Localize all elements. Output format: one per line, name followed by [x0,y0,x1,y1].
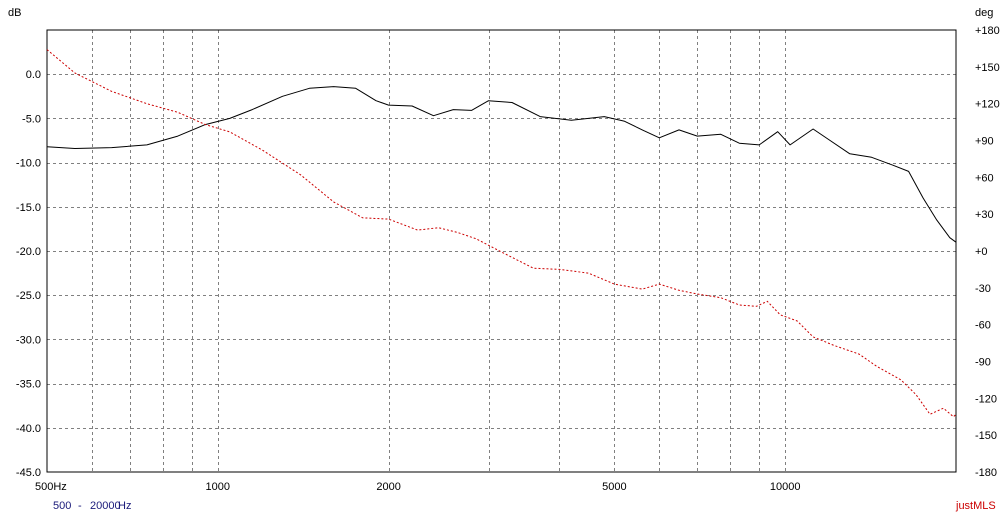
y-left-tick-label: -40.0 [16,423,41,435]
y-left-tick-label: -30.0 [16,334,41,346]
series-layer [46,49,957,418]
y-right-tick-label: +180 [975,25,1000,37]
y-left-tick-label: -35.0 [16,379,41,391]
y-right-tick-label: -180 [975,467,997,479]
y-right-tick-label: +60 [975,172,994,184]
x-tick-label: 5000 [602,481,626,493]
y-right-tick-label: -30 [975,283,991,295]
y-left-tick-label: -15.0 [16,202,41,214]
phase-curve [46,49,957,418]
y-left-tick-label: -20.0 [16,246,41,258]
range-separator: - [78,500,82,512]
frequency-range-readout: 500 - 20000 Hz [53,500,131,512]
grid [47,30,956,472]
magnitude-curve [46,86,957,243]
y-right-tick-label: +0 [975,246,988,258]
y-right-tick-label: +90 [975,136,994,148]
y-right-tick-label: +150 [975,62,1000,74]
plot-frame [46,29,957,473]
brand-label: justMLS [955,500,996,512]
left-axis-label: dB [8,7,21,19]
x-tick-label: 500Hz [35,481,67,493]
right-axis-label: deg [975,7,993,19]
y-right-tick-label: -150 [975,430,997,442]
labels-layer: 0.0 -5.0 -10.0 -15.0 -20.0 -25.0 -30.0 -35.0 -40… [16,25,1000,493]
y-left-tick-label: 0.0 [26,69,41,81]
x-tick-label: 2000 [376,481,400,493]
y-right-tick-label: -90 [975,357,991,369]
x-tick-label: 10000 [770,481,801,493]
y-right-tick-label: +30 [975,209,994,221]
range-to: 20000 [90,500,121,512]
y-left-tick-label: -45.0 [16,467,41,479]
y-left-tick-label: -10.0 [16,158,41,170]
y-right-tick-label: +120 [975,99,1000,111]
y-right-tick-label: -60 [975,320,991,332]
range-unit: Hz [118,500,131,512]
y-left-tick-label: -25.0 [16,290,41,302]
x-tick-label: 1000 [206,481,230,493]
y-left-tick-label: -5.0 [22,113,41,125]
range-from: 500 [53,500,71,512]
y-right-tick-label: -120 [975,393,997,405]
